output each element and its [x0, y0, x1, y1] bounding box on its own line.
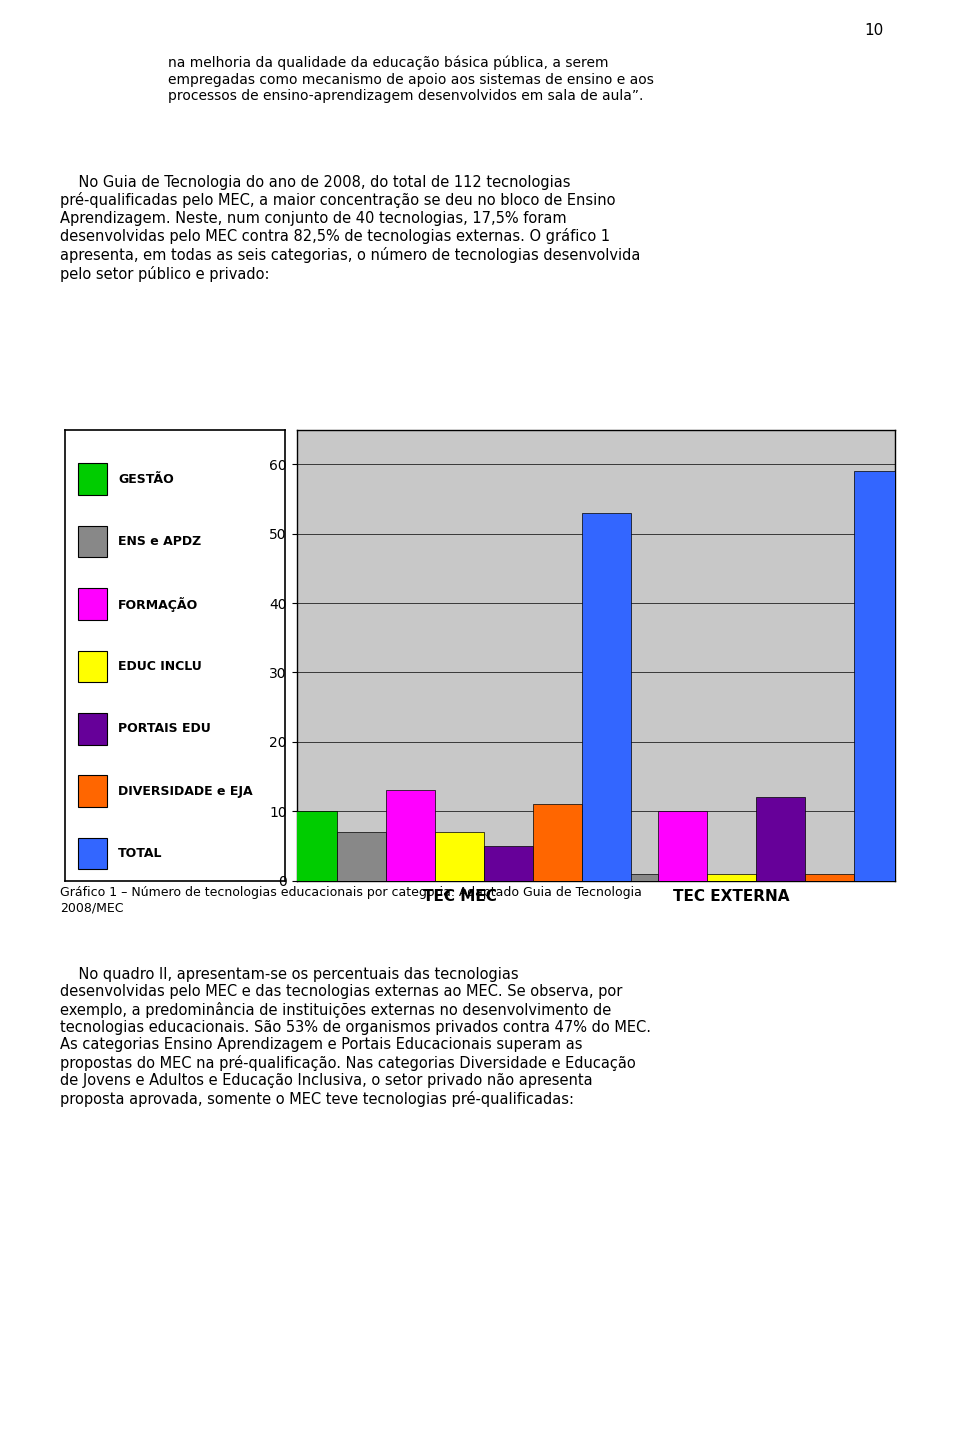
Bar [79, 776, 108, 808]
Bar [659, 812, 708, 881]
Bar [561, 853, 610, 881]
Text: DIVERSIDADE e EJA: DIVERSIDADE e EJA [118, 785, 252, 798]
Bar [484, 846, 533, 881]
Bar [79, 526, 108, 557]
Text: 10: 10 [864, 23, 883, 37]
Text: PORTAIS EDU: PORTAIS EDU [118, 722, 211, 735]
Bar [533, 805, 582, 881]
Bar [79, 464, 108, 495]
Text: TOTAL: TOTAL [118, 848, 162, 861]
Bar [435, 832, 484, 881]
Text: GESTÃO: GESTÃO [118, 473, 174, 485]
Bar [582, 513, 631, 881]
Text: No Guia de Tecnologia do ano de 2008, do total de 112 tecnologias
pré-qualificad: No Guia de Tecnologia do ano de 2008, do… [60, 175, 641, 282]
Text: Gráfico 1 – Número de tecnologias educacionais por categoria. Adaptado Guia de T: Gráfico 1 – Número de tecnologias educac… [60, 886, 642, 915]
Text: ENS e APDZ: ENS e APDZ [118, 536, 202, 548]
Text: FORMAÇÃO: FORMAÇÃO [118, 597, 199, 611]
Bar [708, 874, 756, 881]
Text: No quadro II, apresentam-se os percentuais das tecnologias
desenvolvidas pelo ME: No quadro II, apresentam-se os percentua… [60, 967, 652, 1107]
Bar [610, 874, 659, 881]
Bar [79, 838, 108, 869]
Bar [79, 589, 108, 620]
Bar [386, 790, 435, 881]
Text: EDUC INCLU: EDUC INCLU [118, 660, 202, 673]
Bar [854, 471, 902, 881]
Bar [337, 832, 386, 881]
Bar [289, 812, 337, 881]
Bar [79, 713, 108, 745]
Text: na melhoria da qualidade da educação básica pública, a serem
empregadas como mec: na melhoria da qualidade da educação bás… [168, 56, 654, 103]
Bar [756, 798, 805, 881]
Bar [805, 874, 854, 881]
Bar [79, 650, 108, 682]
